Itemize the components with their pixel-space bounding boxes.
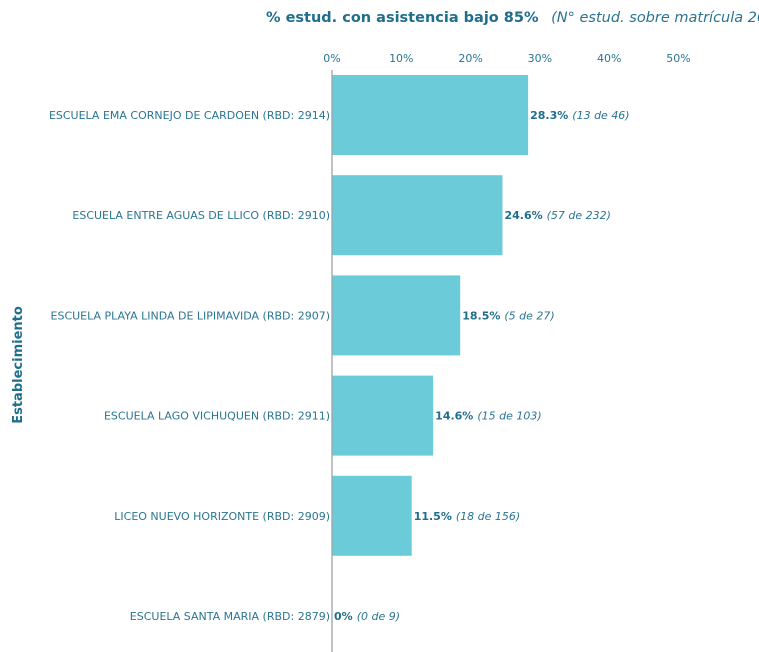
- data-label: 11.5% (18 de 156): [414, 510, 521, 523]
- data-label-percent: 18.5%: [462, 309, 500, 322]
- chart-title: % estud. con asistencia bajo 85% (N° est…: [266, 10, 759, 26]
- category-label: LICEO NUEVO HORIZONTE (RBD: 2909): [114, 510, 330, 523]
- x-tick-label: 30%: [528, 52, 552, 65]
- data-label: 24.6% (57 de 232): [504, 209, 611, 222]
- data-label-count: (0 de 9): [357, 610, 400, 623]
- data-label: 14.6% (15 de 103): [435, 410, 541, 423]
- x-tick-label: 10%: [389, 52, 413, 65]
- data-label: 18.5% (5 de 27): [462, 309, 554, 322]
- category-labels: ESCUELA EMA CORNEJO DE CARDOEN (RBD: 291…: [49, 109, 330, 623]
- data-label: 0% (0 de 9): [334, 610, 400, 623]
- bars: [332, 75, 529, 556]
- bar: [332, 75, 529, 155]
- category-label: ESCUELA PLAYA LINDA DE LIPIMAVIDA (RBD: …: [51, 309, 330, 322]
- category-label: ESCUELA EMA CORNEJO DE CARDOEN (RBD: 291…: [49, 109, 330, 122]
- data-label-count: (57 de 232): [547, 209, 611, 222]
- data-label-count: (15 de 103): [477, 410, 541, 423]
- bar: [332, 175, 503, 256]
- data-label-count: (5 de 27): [504, 309, 554, 322]
- bar: [332, 475, 412, 556]
- data-label-percent: 24.6%: [504, 209, 542, 222]
- category-label: ESCUELA ENTRE AGUAS DE LLICO (RBD: 2910): [72, 209, 330, 222]
- data-label-percent: 0%: [334, 610, 353, 623]
- data-label-count: (18 de 156): [456, 510, 520, 523]
- value-labels: 28.3% (13 de 46) 24.6% (57 de 232) 18.5% (5 d…: [334, 109, 630, 623]
- bar: [332, 275, 461, 356]
- category-label: ESCUELA SANTA MARIA (RBD: 2879): [130, 610, 330, 623]
- chart-title-main: % estud. con asistencia bajo 85%: [266, 10, 539, 26]
- category-label: ESCUELA LAGO VICHUQUEN (RBD: 2911): [104, 410, 330, 423]
- x-tick-label: 50%: [666, 52, 690, 65]
- x-tick-label: 20%: [458, 52, 482, 65]
- data-label-count: (13 de 46): [572, 109, 629, 122]
- data-label: 28.3% (13 de 46): [530, 109, 630, 122]
- y-axis-title: Establecimiento: [11, 306, 26, 424]
- x-tick-label: 40%: [597, 52, 621, 65]
- x-axis-ticks: 0% 10% 20% 30% 40% 50%: [323, 52, 690, 65]
- data-label-percent: 11.5%: [414, 510, 452, 523]
- x-tick-label: 0%: [323, 52, 340, 65]
- data-label-percent: 28.3%: [530, 109, 568, 122]
- data-label-percent: 14.6%: [435, 410, 473, 423]
- chart-subtitle: (N° estud. sobre matrícula 202: [551, 10, 759, 26]
- bar: [332, 375, 434, 456]
